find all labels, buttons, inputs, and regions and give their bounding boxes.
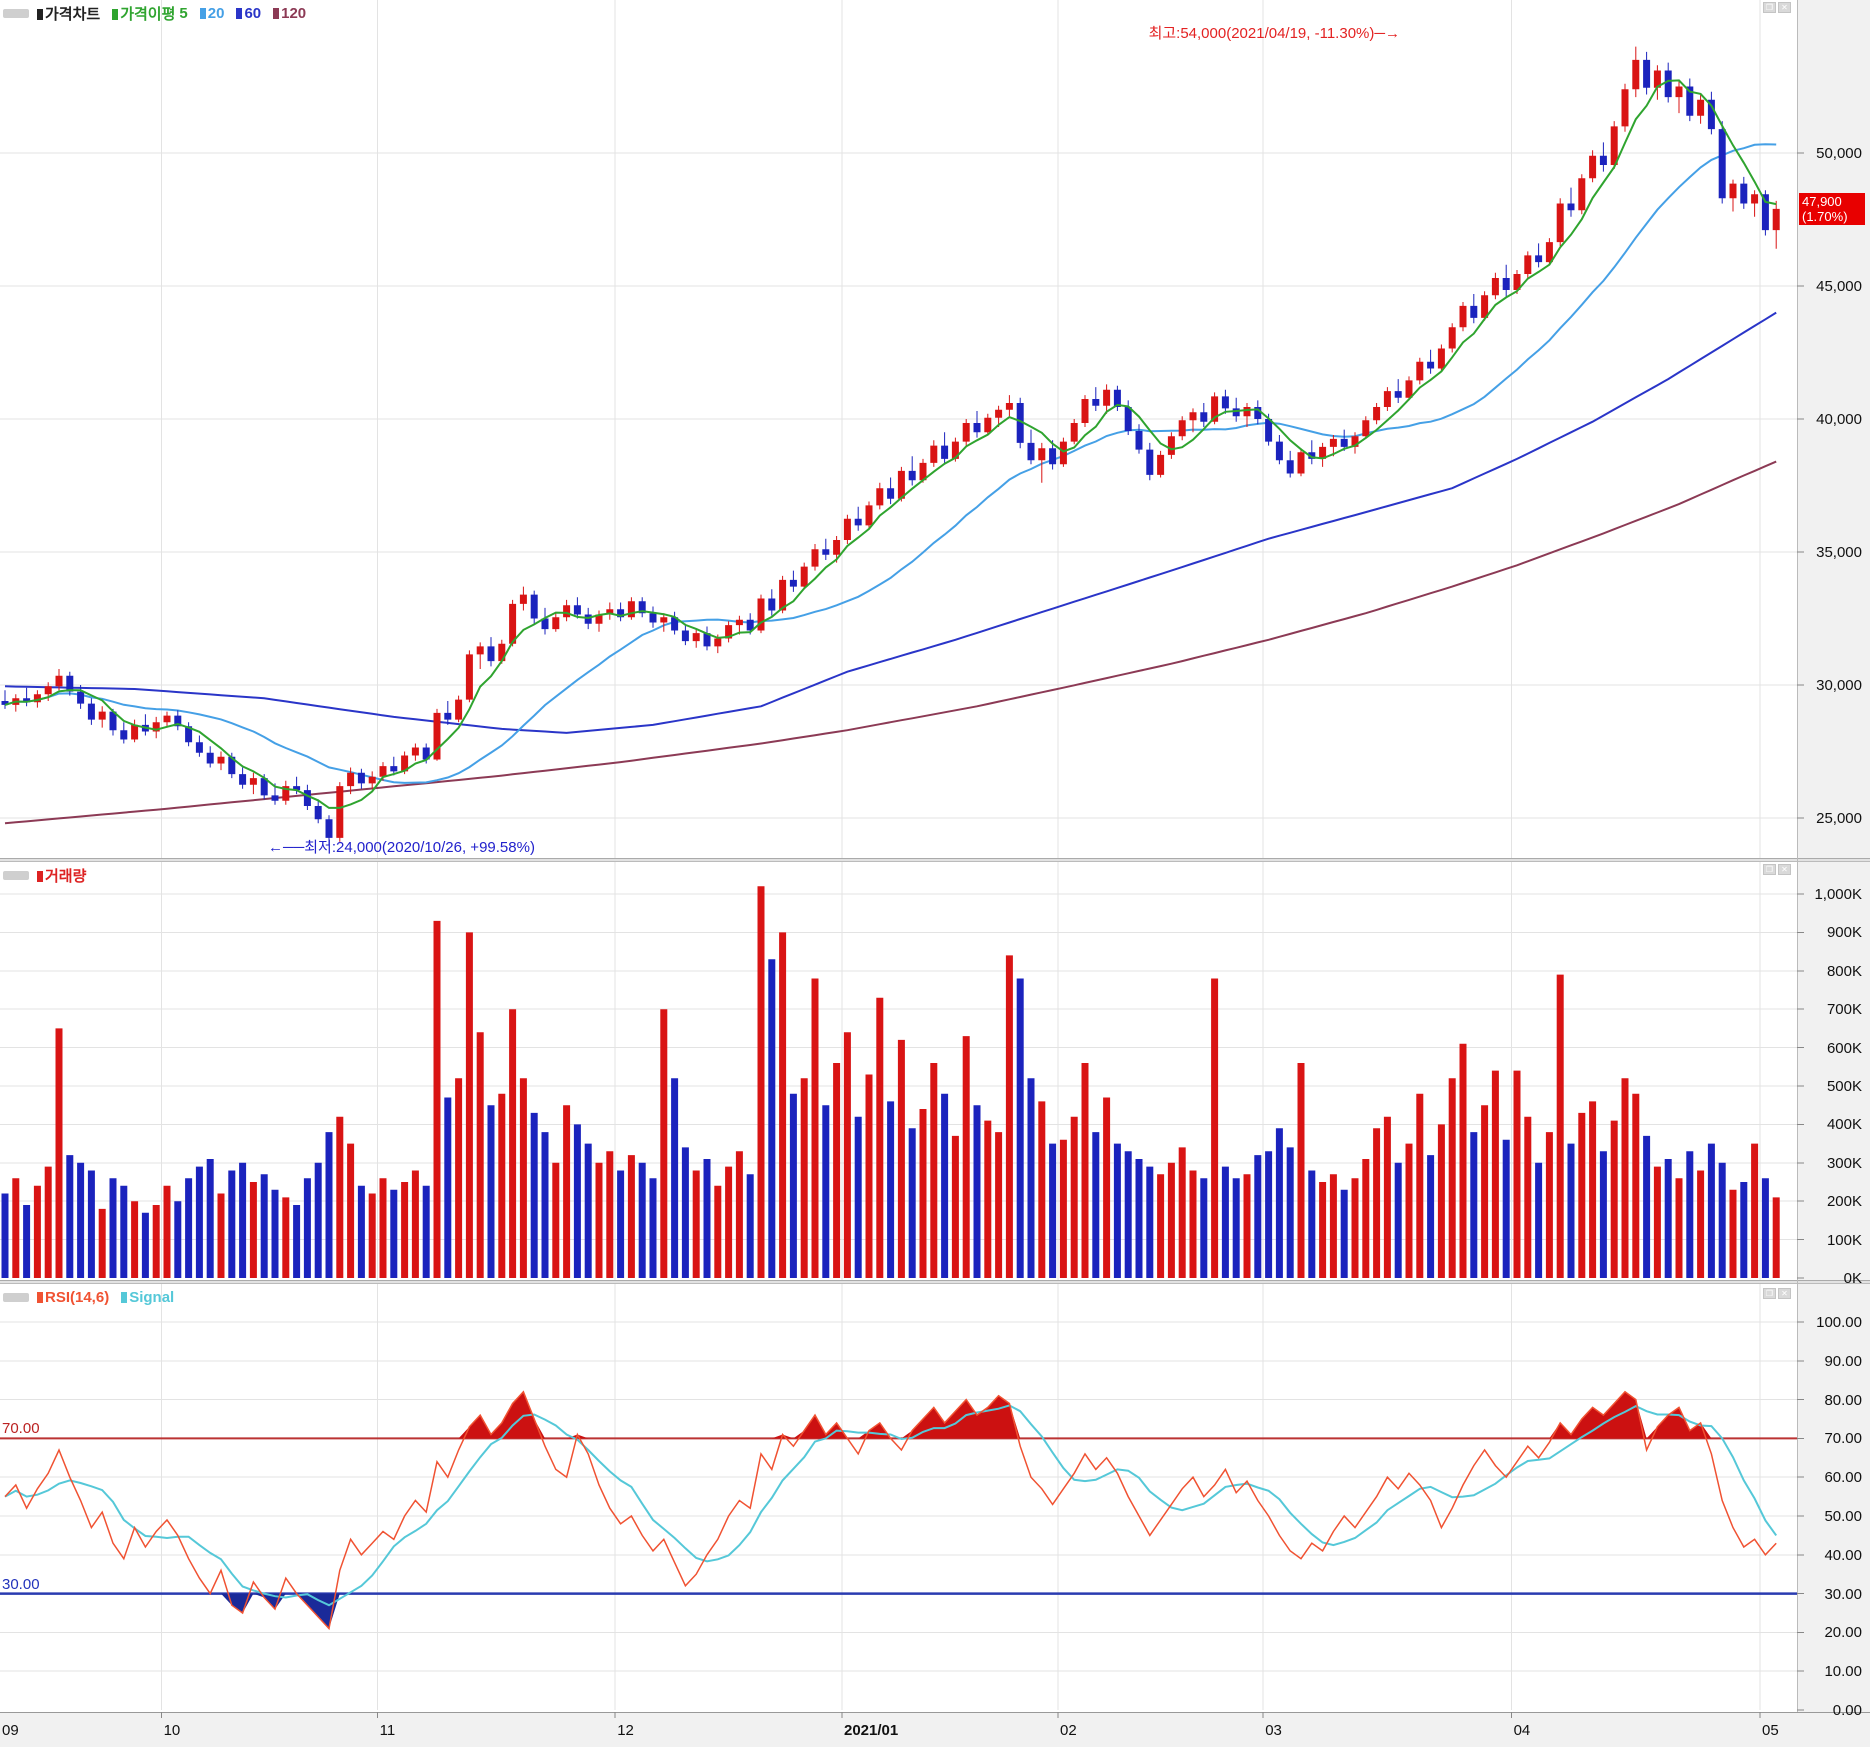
price-axis-label: 35,000 xyxy=(1816,544,1862,561)
legend-ma60: 60 xyxy=(228,5,261,22)
ma5-line xyxy=(4,79,1777,809)
panel-restore-button[interactable]: ❐ xyxy=(1763,864,1776,875)
x-axis-month-label: 02 xyxy=(1060,1722,1077,1739)
rsi-level-30-label: 30.00 xyxy=(2,1576,40,1593)
rsi-axis-label: 20.00 xyxy=(1824,1624,1862,1642)
volume-axis-label: 500K xyxy=(1826,1078,1862,1095)
x-axis-month-label: 11 xyxy=(379,1722,396,1739)
rsi-axis-label: 80.00 xyxy=(1824,1391,1862,1409)
volume-axis-label: 800K xyxy=(1826,962,1862,980)
volume-axis-label: 100K xyxy=(1826,1231,1862,1249)
volume-axis-label: 600K xyxy=(1826,1039,1862,1057)
panel-restore-button[interactable]: ❐ xyxy=(1763,1288,1776,1299)
legend-swatch-icon xyxy=(37,9,43,20)
legend-ma120: 120 xyxy=(265,5,306,22)
legend-swatch-icon xyxy=(37,1292,43,1303)
price-axis-label: 40,000 xyxy=(1816,411,1862,428)
legend-swatch-icon xyxy=(112,9,119,20)
volume-panel-header: 거래량 xyxy=(3,865,86,886)
rsi-axis-label: 90.00 xyxy=(1824,1352,1862,1370)
legend-swatch-icon xyxy=(199,8,206,19)
volume-axis-label: 0K xyxy=(1843,1270,1862,1287)
legend-price-chart: 가격차트 xyxy=(37,3,100,24)
panel-close-button[interactable]: ✕ xyxy=(1778,2,1791,13)
low-annotation: ←──최저:24,000(2020/10/26, +99.58%) xyxy=(268,839,535,856)
legend-signal: Signal xyxy=(113,1289,174,1306)
legend-swatch-icon xyxy=(121,1292,128,1303)
legend-volume: 거래량 xyxy=(37,865,86,886)
panel-close-button[interactable]: ✕ xyxy=(1778,1288,1791,1299)
price-axis-label: 25,000 xyxy=(1816,810,1862,827)
ma60-line xyxy=(4,311,1777,734)
volume-axis-label: 1,000K xyxy=(1814,886,1862,903)
x-axis-month-label: 12 xyxy=(617,1722,634,1739)
legend-price-ma: 가격이평 xyxy=(104,3,175,24)
rsi-axis-label: 40.00 xyxy=(1824,1546,1862,1564)
legend-swatch-icon xyxy=(236,8,243,19)
price-panel-window-buttons: ❐ ✕ xyxy=(1763,2,1791,13)
rsi-axis-label: 70.00 xyxy=(1824,1430,1862,1448)
legend-swatch-icon xyxy=(37,871,43,882)
price-axis-label: 45,000 xyxy=(1816,278,1862,295)
price-axis-label: 30,000 xyxy=(1816,677,1862,694)
rsi-axis-label: 10.00 xyxy=(1824,1663,1862,1681)
x-axis-strip xyxy=(0,1712,1797,1747)
ma20-line xyxy=(4,143,1777,784)
legend-rsi: RSI(14,6) xyxy=(37,1289,109,1306)
x-axis-month-label: 03 xyxy=(1265,1722,1282,1739)
volume-bars-down xyxy=(1,959,1769,1278)
panel-grip-icon[interactable] xyxy=(3,871,29,880)
price-panel-header: 가격차트 가격이평 5 20 60 120 xyxy=(3,3,306,24)
legend-ma5: 5 xyxy=(179,5,188,22)
panel-restore-button[interactable]: ❐ xyxy=(1763,2,1776,13)
high-annotation: 최고:54,000(2021/04/19, -11.30%)─→ xyxy=(1148,25,1400,42)
rsi-axis-label: 100.00 xyxy=(1816,1314,1862,1331)
panel-grip-icon[interactable] xyxy=(3,9,29,18)
panel-close-button[interactable]: ✕ xyxy=(1778,864,1791,875)
x-axis-month-label: 09 xyxy=(2,1722,19,1739)
legend-ma20: 20 xyxy=(192,5,224,22)
volume-axis-label: 400K xyxy=(1826,1116,1862,1134)
x-axis-month-label: 04 xyxy=(1513,1722,1531,1739)
axis-ticks xyxy=(161,152,1804,1718)
x-axis-month-label: 2021/01 xyxy=(844,1722,899,1739)
current-price-badge: 47,900 (1.70%) xyxy=(1799,193,1865,225)
volume-axis-label: 300K xyxy=(1826,1154,1862,1172)
ma120-line xyxy=(4,460,1777,825)
rsi-axis-label: 50.00 xyxy=(1824,1508,1862,1525)
volume-axis-label: 700K xyxy=(1826,1001,1862,1019)
x-axis-month-label: 10 xyxy=(163,1722,181,1739)
rsi-panel-header: RSI(14,6) Signal xyxy=(3,1289,174,1306)
volume-panel-window-buttons: ❐ ✕ xyxy=(1763,864,1791,875)
rsi-line xyxy=(4,1390,1777,1631)
rsi-axis-label: 0.00 xyxy=(1832,1702,1862,1719)
signal-line xyxy=(4,1404,1778,1607)
current-price-value: 47,900 xyxy=(1802,194,1842,209)
price-axis-label: 50,000 xyxy=(1816,145,1862,162)
rsi-axis-label: 30.00 xyxy=(1824,1585,1862,1603)
rsi-level-70-label: 70.00 xyxy=(2,1420,40,1437)
volume-axis-label: 200K xyxy=(1826,1193,1862,1211)
rsi-axis-label: 60.00 xyxy=(1824,1469,1862,1487)
legend-swatch-icon xyxy=(273,8,280,19)
rsi-overbought-fill xyxy=(5,1391,1777,1439)
volume-axis-label: 900K xyxy=(1826,924,1862,942)
axis-gutter xyxy=(1797,0,1870,1747)
current-price-change: (1.70%) xyxy=(1802,209,1848,224)
x-axis-month-label: 05 xyxy=(1762,1722,1779,1739)
rsi-panel-window-buttons: ❐ ✕ xyxy=(1763,1288,1791,1299)
panel-grip-icon[interactable] xyxy=(3,1293,29,1302)
